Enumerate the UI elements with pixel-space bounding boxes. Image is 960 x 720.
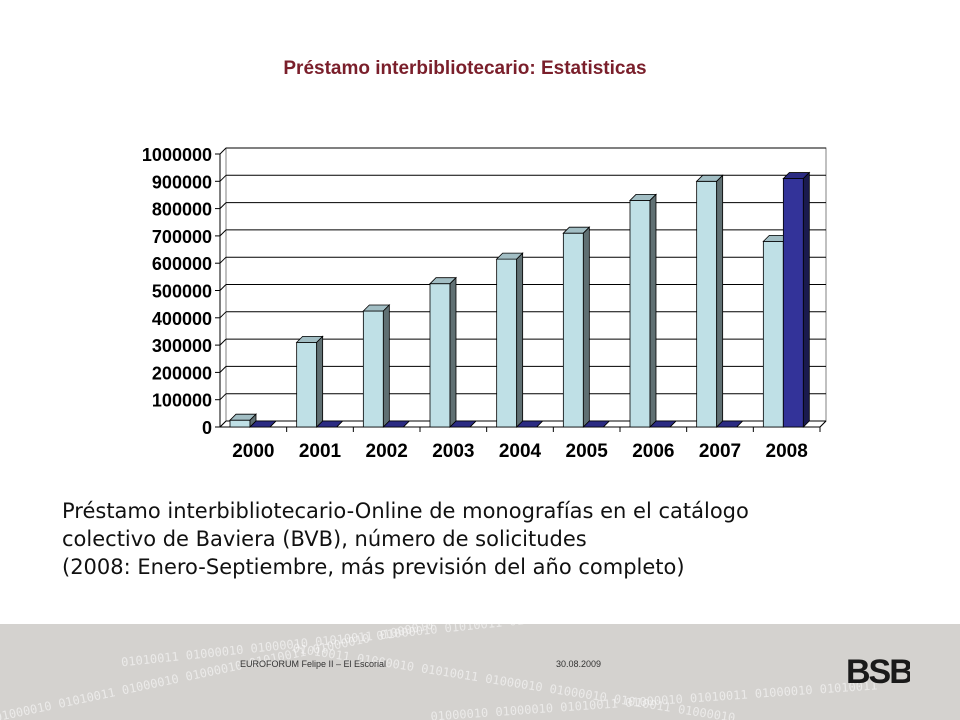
x-axis-depth bbox=[819, 420, 827, 428]
y-tick-label-8: 800000 bbox=[152, 200, 212, 220]
caption-line-1: Préstamo interbibliotecario-Online de mo… bbox=[62, 499, 749, 523]
gridline-floor-1 bbox=[219, 393, 227, 401]
gridline-floor-10 bbox=[219, 147, 227, 155]
bar-side-2002-s0 bbox=[382, 304, 390, 428]
x-tick-label-2006: 2006 bbox=[632, 441, 674, 462]
gridline-floor-7 bbox=[219, 229, 227, 237]
gridline-floor-6 bbox=[219, 256, 227, 264]
bar-side-2005-s0 bbox=[582, 226, 590, 428]
bar-side-2003-s1 bbox=[469, 420, 477, 428]
caption-line-3: (2008: Enero-Septiembre, más previsión d… bbox=[62, 555, 685, 579]
bar-2004-s0 bbox=[496, 258, 518, 428]
bar-side-2000-s1 bbox=[269, 420, 277, 428]
bar-side-2007-s0 bbox=[716, 174, 724, 428]
bar-side-2006-s0 bbox=[649, 193, 657, 428]
y-tick-label-5: 500000 bbox=[152, 282, 212, 302]
bar-2002-s0 bbox=[362, 310, 384, 428]
bar-side-2003-s0 bbox=[449, 276, 457, 428]
bar-2000-s0 bbox=[229, 419, 251, 428]
footer-band: 01010011 01000010 01000010 01010011 0100… bbox=[0, 624, 960, 720]
bar-side-2004-s1 bbox=[536, 420, 543, 428]
binary-pattern-2: 01000010 01010011 01000010 01000010 0101… bbox=[0, 624, 435, 720]
footer-event: EUROFORUM Felipe II – El Escorial bbox=[240, 659, 387, 669]
gridline-floor-3 bbox=[219, 338, 227, 346]
y-tick-label-1: 100000 bbox=[152, 391, 212, 411]
x-tick-label-2005: 2005 bbox=[566, 441, 609, 462]
bar-side-2004-s0 bbox=[516, 252, 524, 428]
footer-date: 30.08.2009 bbox=[556, 659, 602, 669]
gridline-floor-0 bbox=[219, 420, 227, 428]
y-tick-label-3: 300000 bbox=[152, 336, 212, 356]
x-tick-label-2001: 2001 bbox=[299, 441, 342, 462]
y-tick-label-6: 600000 bbox=[152, 254, 212, 274]
bar-side-2007-s1 bbox=[736, 420, 743, 428]
bar-chart: 0 100000 200000 300000 400000 500000 600000 700… bbox=[142, 145, 827, 462]
bar-2003-s0 bbox=[429, 283, 451, 428]
bar-2005-s0 bbox=[562, 232, 584, 428]
gridline-floor-4 bbox=[219, 311, 227, 319]
x-tick-label-2003: 2003 bbox=[432, 441, 474, 462]
gridline-floor-9 bbox=[219, 174, 227, 182]
x-tick-label-2002: 2002 bbox=[366, 441, 408, 462]
bar-side-2008-s1 bbox=[802, 171, 810, 428]
bar-2008-s1 bbox=[782, 178, 804, 428]
gridline-floor-2 bbox=[219, 366, 227, 373]
bsb-logo-text: BSB bbox=[846, 653, 910, 687]
bar-2007-s0 bbox=[696, 180, 718, 428]
bar-side-2006-s1 bbox=[669, 420, 677, 428]
bar-side-2005-s1 bbox=[603, 420, 610, 428]
caption-line-2: colectivo de Baviera (BVB), número de so… bbox=[62, 527, 587, 551]
bar-side-2001-s0 bbox=[316, 335, 324, 428]
y-tick-label-2: 200000 bbox=[152, 363, 212, 383]
x-tick-label-2000: 2000 bbox=[232, 441, 274, 462]
slide-title: Préstamo interbibliotecario: Estatistica… bbox=[283, 58, 647, 79]
y-tick-label-0: 0 bbox=[202, 418, 212, 438]
bar-2006-s0 bbox=[629, 200, 651, 428]
gridline-floor-8 bbox=[219, 202, 227, 209]
y-tick-label-4: 400000 bbox=[152, 309, 212, 329]
x-tick-label-2008: 2008 bbox=[766, 441, 808, 462]
x-tick-label-2007: 2007 bbox=[699, 441, 741, 462]
bar-side-2002-s1 bbox=[403, 420, 410, 428]
y-tick-label-10: 1000000 bbox=[142, 145, 212, 165]
y-tick-label-9: 900000 bbox=[152, 172, 212, 192]
bsb-logo: BSB bbox=[846, 653, 910, 687]
chart-caption: Préstamo interbibliotecario-Online de mo… bbox=[62, 497, 902, 581]
y-tick-label-7: 700000 bbox=[152, 227, 212, 247]
bar-side-2001-s1 bbox=[336, 420, 343, 428]
bar-2001-s0 bbox=[296, 341, 318, 428]
gridline-floor-5 bbox=[219, 284, 227, 291]
bar-2008-s0 bbox=[762, 240, 784, 428]
x-tick-label-2004: 2004 bbox=[499, 441, 542, 462]
